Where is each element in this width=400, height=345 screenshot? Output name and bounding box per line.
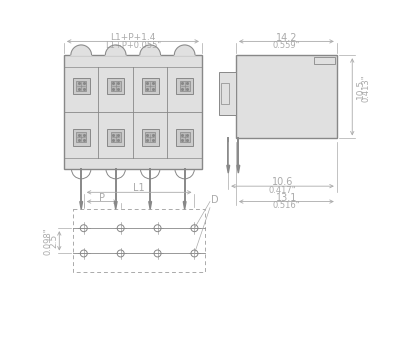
Text: L1: L1 bbox=[133, 184, 145, 194]
Text: D: D bbox=[211, 195, 218, 205]
Bar bbox=[220, 83, 229, 104]
Text: 0.413": 0.413" bbox=[362, 75, 371, 102]
Polygon shape bbox=[183, 201, 186, 209]
Polygon shape bbox=[71, 45, 92, 55]
Text: 14.2: 14.2 bbox=[276, 32, 297, 42]
Bar bbox=[107, 129, 124, 146]
Bar bbox=[180, 132, 190, 142]
Text: 2.5: 2.5 bbox=[49, 234, 58, 248]
Bar bbox=[314, 57, 335, 65]
Bar bbox=[176, 129, 193, 146]
Text: 0.559": 0.559" bbox=[273, 41, 300, 50]
Bar bbox=[64, 55, 202, 169]
Polygon shape bbox=[149, 201, 152, 209]
Bar bbox=[145, 132, 155, 142]
Bar bbox=[236, 55, 337, 138]
Polygon shape bbox=[174, 45, 195, 55]
Bar bbox=[73, 78, 90, 95]
Text: 10.5: 10.5 bbox=[356, 78, 364, 99]
Bar bbox=[111, 81, 121, 91]
Bar bbox=[142, 78, 159, 95]
Text: 0.417": 0.417" bbox=[269, 186, 296, 195]
Bar bbox=[176, 78, 193, 95]
Bar bbox=[76, 132, 86, 142]
Text: L1+P+0.055": L1+P+0.055" bbox=[105, 41, 161, 50]
Text: 13.1: 13.1 bbox=[276, 193, 297, 203]
Text: L1+P+1.4: L1+P+1.4 bbox=[110, 33, 156, 42]
Bar bbox=[73, 209, 205, 273]
Polygon shape bbox=[237, 165, 240, 173]
Polygon shape bbox=[227, 165, 230, 173]
Bar bbox=[107, 78, 124, 95]
Bar bbox=[145, 81, 155, 91]
Text: 0.516": 0.516" bbox=[273, 201, 300, 210]
Polygon shape bbox=[80, 201, 82, 209]
Polygon shape bbox=[105, 45, 126, 55]
Bar bbox=[180, 81, 190, 91]
Bar bbox=[111, 132, 121, 142]
Text: 10.6: 10.6 bbox=[272, 177, 293, 187]
Polygon shape bbox=[140, 45, 160, 55]
Bar bbox=[219, 72, 236, 115]
Text: P: P bbox=[99, 193, 105, 203]
Bar bbox=[76, 81, 86, 91]
Polygon shape bbox=[114, 201, 117, 209]
Bar bbox=[142, 129, 159, 146]
Bar bbox=[73, 129, 90, 146]
Text: 0.098": 0.098" bbox=[43, 227, 52, 255]
